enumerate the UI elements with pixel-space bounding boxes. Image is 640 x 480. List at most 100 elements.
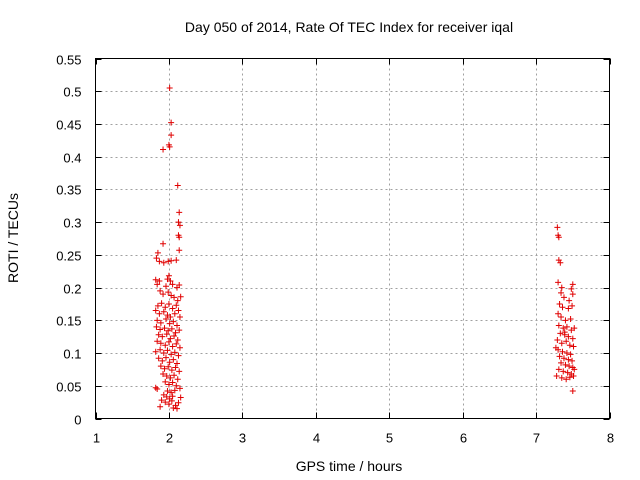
data-point [176,368,183,375]
data-point [160,350,167,357]
data-point [155,355,162,362]
data-point [159,333,166,340]
data-point [161,365,168,372]
data-point [565,305,572,312]
data-point [557,330,564,337]
y-tick-label: 0.05 [56,380,81,395]
data-point [154,302,161,309]
y-tick-label: 0.55 [56,53,81,68]
data-point [158,397,165,404]
data-point [152,348,159,355]
y-tick-label: 0.4 [63,151,81,166]
data-point [569,302,576,309]
data-point [172,364,179,371]
data-point [563,350,570,357]
data-point [156,278,163,285]
data-point [562,361,569,368]
data-point [153,255,160,262]
data-point [563,323,570,330]
axis-ticks: 1 2 3 4 5 6 7 8 0 0.05 0.1 0.15 0.2 0.25 0.3 0.35 0.4 0.4… [56,53,614,446]
data-point [166,320,173,327]
data-point [167,374,174,381]
y-tick-label: 0.45 [56,118,81,133]
data-point [168,132,175,139]
data-point [570,372,577,379]
data-point [166,359,173,366]
data-point [154,249,161,256]
y-tick-label: 0 [74,413,81,428]
y-tick-label: 0.5 [63,85,81,100]
y-tick-label: 0.35 [56,183,81,198]
data-point [174,336,181,343]
data-point [165,300,172,307]
data-point [165,363,172,370]
data-point [175,307,182,314]
data-point [170,405,177,412]
data-point [162,304,169,311]
data-point [568,285,575,292]
data-point [165,338,172,345]
data-point [171,372,178,379]
data-point [176,209,183,216]
data-point [171,294,178,301]
data-point [171,349,178,356]
x-tick-label: 2 [166,431,173,446]
data-point [162,342,169,349]
data-point [158,300,165,307]
data-point [154,281,161,288]
data-point [558,314,565,321]
data-point [177,394,184,401]
data-point [160,308,167,315]
y-tick-label: 0.3 [63,216,81,231]
data-point [168,325,175,332]
data-point [166,84,173,91]
chart-title: Day 050 of 2014, Rate Of TEC Index for r… [185,19,513,35]
y-tick-label: 0.2 [63,282,81,297]
data-point [558,359,565,366]
x-tick-label: 5 [386,431,393,446]
data-point [174,376,181,383]
data-point [566,374,573,381]
data-point [567,351,574,358]
data-point [171,387,178,394]
data-point [157,340,164,347]
data-point [174,322,181,329]
data-point [571,366,578,373]
data-point [173,257,180,264]
plot-frame [95,58,610,419]
data-point [171,310,178,317]
data-point [157,326,164,333]
y-tick-label: 0.15 [56,314,81,329]
data-point [175,219,182,226]
data-point [555,310,562,317]
data-point [162,316,169,323]
data-point [154,317,161,324]
data-point [563,338,570,345]
data-point [155,331,162,338]
data-point [175,352,182,359]
data-point [569,281,576,288]
data-point [560,355,567,362]
data-point [174,297,181,304]
data-point [165,401,172,408]
data-point [173,340,180,347]
data-point [162,378,169,385]
data-point [157,403,164,410]
data-point [157,363,164,370]
data-point [558,284,565,291]
data-point [562,317,569,324]
data-point [165,258,172,265]
data-point [165,289,172,296]
data-point [169,281,176,288]
data-point [168,389,175,396]
data-point [558,374,565,381]
data-point [564,369,571,376]
data-point [552,344,559,351]
data-point [555,322,562,329]
data-point [566,297,573,304]
data-point [173,302,180,309]
data-point [152,307,159,314]
data-point [558,340,565,347]
data-point [169,343,176,350]
